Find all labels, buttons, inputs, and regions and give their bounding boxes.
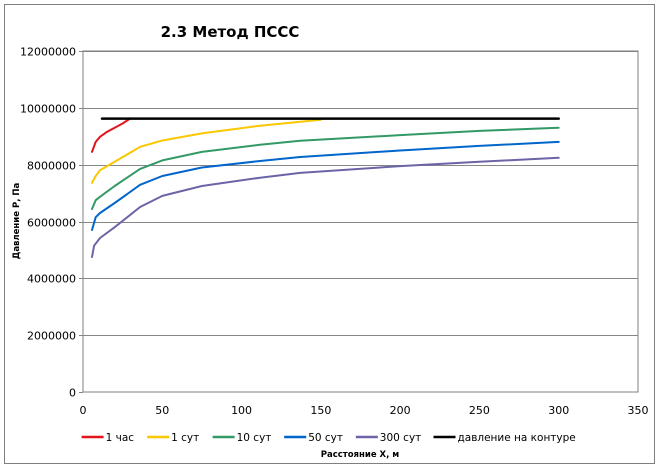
legend-item: 50 сут — [284, 432, 343, 444]
legend-item: 1 час — [81, 432, 135, 444]
x-tick-label: 50 — [155, 404, 169, 417]
y-tick-label: 4000000 — [27, 273, 76, 286]
chart-frame — [4, 4, 655, 464]
legend-label: 300 сут — [380, 432, 421, 444]
series-line-3 — [91, 140, 560, 231]
y-tick-label: 0 — [69, 387, 76, 400]
legend-item: 300 сут — [355, 432, 421, 444]
legend-label: давление на контуре — [458, 432, 576, 444]
x-axis-title: Расстояние Х, м — [321, 450, 400, 460]
gridlines — [83, 51, 638, 336]
legend-label: 10 сут — [237, 432, 272, 444]
legend-item: 10 сут — [212, 432, 272, 444]
y-tick-label: 12000000 — [20, 46, 76, 59]
legend-item: давление на контуре — [433, 432, 576, 444]
x-tick-label: 100 — [231, 404, 252, 417]
legend-label: 50 сут — [308, 432, 343, 444]
x-tick-label: 0 — [80, 404, 87, 417]
y-axis: 0 2000000 4000000 6000000 8000000 10000000 120… — [20, 46, 83, 400]
series-lines — [91, 117, 560, 258]
chart-title: 2.3 Метод ПССС — [161, 23, 300, 41]
y-tick-label: 10000000 — [20, 103, 76, 116]
series-line-2 — [91, 126, 560, 210]
legend-label: 1 сут — [171, 432, 199, 444]
y-tick-label: 6000000 — [27, 217, 76, 230]
plot-area — [82, 50, 639, 393]
y-tick-label: 8000000 — [27, 160, 76, 173]
series-line-0 — [91, 117, 132, 153]
legend-item: 1 сут — [147, 432, 199, 444]
legend: 1 час 1 сут 10 сут 50 сут 300 сут давление на… — [81, 432, 576, 444]
y-axis-title: Давление Р, Па — [12, 182, 22, 259]
x-tick-label: 200 — [390, 404, 411, 417]
x-tick-label: 300 — [548, 404, 569, 417]
series-line-4 — [91, 156, 560, 258]
y-tick-label: 2000000 — [27, 330, 76, 343]
legend-label: 1 час — [106, 432, 135, 444]
x-axis: 0 50 100 150 200 250 300 350 — [80, 404, 649, 417]
x-tick-label: 250 — [469, 404, 490, 417]
x-tick-label: 350 — [628, 404, 649, 417]
x-tick-label: 150 — [310, 404, 331, 417]
series-line-1 — [91, 118, 322, 184]
